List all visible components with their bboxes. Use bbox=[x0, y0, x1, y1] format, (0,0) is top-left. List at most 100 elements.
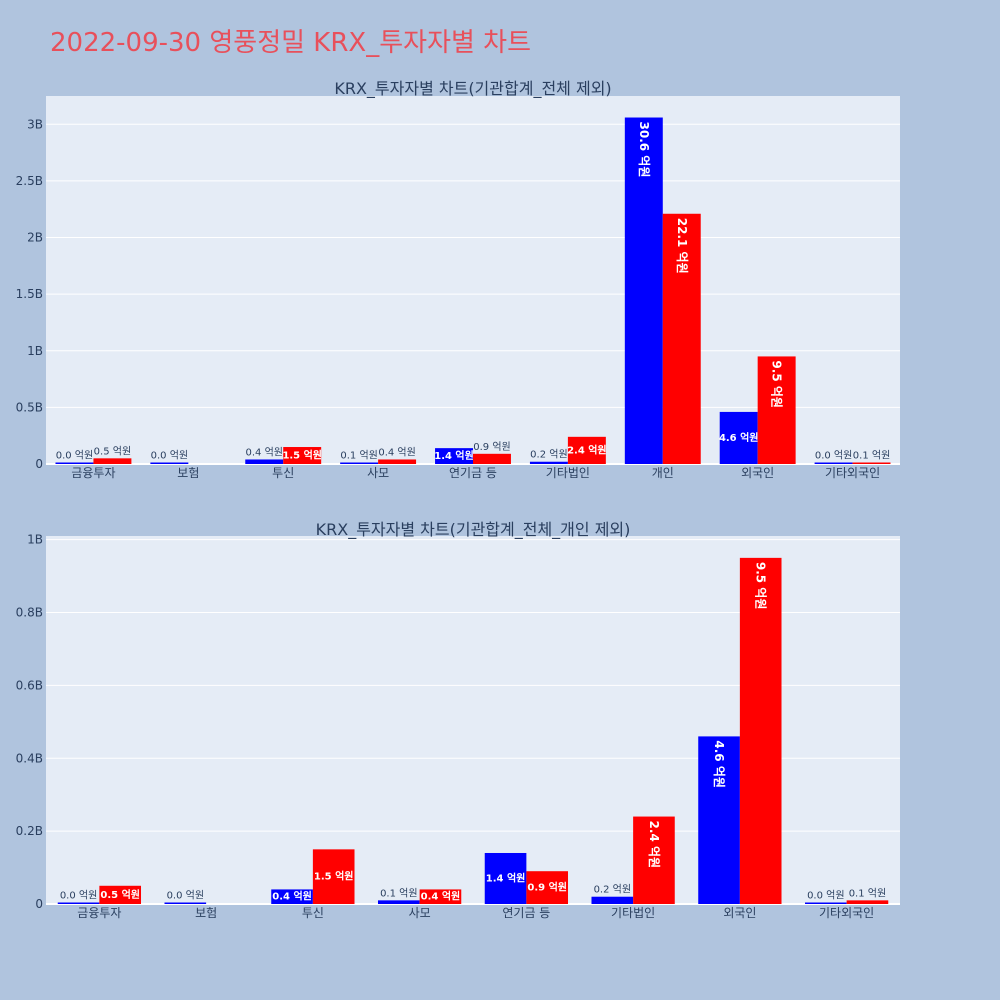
bar-a bbox=[150, 462, 189, 464]
bar-b bbox=[739, 557, 782, 904]
data-label: 1.4 억원 bbox=[486, 871, 526, 884]
data-label: 0.4 억원 bbox=[272, 890, 312, 903]
x-tick-label: 기타외국인 bbox=[819, 906, 874, 920]
y-tick-label: 1.5B bbox=[16, 287, 43, 301]
bar-a bbox=[377, 900, 420, 904]
x-tick-label: 연기금 등 bbox=[502, 906, 550, 920]
data-label: 1.4 억원 bbox=[434, 449, 473, 462]
bar-b bbox=[526, 871, 569, 904]
bar-b bbox=[283, 447, 322, 464]
bar-b bbox=[473, 453, 511, 464]
bar-b bbox=[662, 213, 701, 464]
data-label: 30.6 억원 bbox=[637, 122, 651, 178]
bar-a bbox=[271, 889, 313, 904]
data-label: 22.1 억원 bbox=[675, 218, 689, 274]
data-label: 0.0 억원 bbox=[167, 890, 204, 902]
data-label: 0.1 억원 bbox=[380, 887, 417, 899]
x-tick-label: 기타법인 bbox=[546, 466, 590, 480]
y-tick-label: 0.6B bbox=[16, 678, 43, 692]
data-label: 2.4 억원 bbox=[647, 821, 661, 869]
bar-a bbox=[804, 902, 847, 904]
bar-a bbox=[698, 736, 740, 904]
x-tick-label: 외국인 bbox=[723, 906, 756, 920]
bar-a bbox=[484, 852, 527, 904]
chart-title: KRX_투자자별 차트(기관합계_전체 제외) bbox=[334, 79, 611, 99]
bar-b bbox=[378, 459, 417, 464]
chart-title: KRX_투자자별 차트(기관합계_전체_개인 제외) bbox=[316, 520, 631, 540]
bar-a bbox=[624, 117, 663, 464]
bar-b bbox=[852, 462, 891, 464]
data-label: 0.0 억원 bbox=[807, 890, 844, 902]
data-label: 0.9 억원 bbox=[473, 441, 510, 453]
data-label: 0.2 억원 bbox=[530, 449, 567, 461]
x-tick-label: 보험 bbox=[195, 906, 217, 920]
y-tick-label: 0.8B bbox=[16, 606, 43, 620]
bar-a bbox=[245, 459, 284, 464]
bar-b bbox=[419, 889, 462, 904]
y-tick-label: 0.2B bbox=[16, 824, 43, 838]
bar-b bbox=[757, 356, 796, 464]
data-label: 0.2 억원 bbox=[594, 884, 631, 896]
data-label: 1.5 억원 bbox=[282, 449, 321, 462]
x-tick-label: 보험 bbox=[177, 466, 199, 480]
x-tick-label: 개인 bbox=[652, 466, 674, 480]
data-label: 0.4 억원 bbox=[421, 890, 461, 903]
bar-b bbox=[633, 816, 675, 904]
bar-a bbox=[55, 462, 94, 464]
bar-a bbox=[435, 448, 473, 464]
bar-b bbox=[567, 436, 606, 464]
y-tick-label: 0.5B bbox=[16, 400, 43, 414]
bar-a bbox=[57, 902, 100, 904]
data-label: 0.0 억원 bbox=[56, 450, 93, 462]
data-label: 0.1 억원 bbox=[853, 450, 890, 462]
data-label: 9.5 억원 bbox=[754, 562, 768, 610]
bar-a bbox=[164, 902, 207, 904]
bar-b bbox=[312, 849, 355, 904]
x-tick-label: 기타법인 bbox=[611, 906, 655, 920]
x-tick-label: 외국인 bbox=[741, 466, 774, 480]
page-title: 2022-09-30 영풍정밀 KRX_투자자별 차트 bbox=[50, 28, 532, 58]
bar-a bbox=[529, 461, 568, 464]
x-tick-label: 투신 bbox=[302, 906, 324, 920]
data-label: 0.0 억원 bbox=[815, 450, 852, 462]
data-label: 0.1 억원 bbox=[340, 450, 377, 462]
x-tick-label: 기타외국인 bbox=[825, 466, 880, 480]
y-tick-label: 1B bbox=[27, 533, 43, 547]
data-label: 2.4 억원 bbox=[567, 443, 606, 456]
x-tick-label: 금융투자 bbox=[77, 906, 121, 920]
y-tick-label: 0 bbox=[35, 897, 43, 911]
data-label: 4.6 억원 bbox=[712, 740, 726, 788]
y-tick-label: 2.5B bbox=[16, 174, 43, 188]
data-label: 0.0 억원 bbox=[151, 450, 188, 462]
bar-a bbox=[340, 462, 379, 464]
x-tick-label: 연기금 등 bbox=[449, 466, 497, 480]
data-label: 4.6 억원 bbox=[719, 431, 758, 444]
data-label: 1.5 억원 bbox=[314, 870, 354, 883]
data-label: 0.1 억원 bbox=[849, 887, 886, 899]
chart-2: KRX_투자자별 차트(기관합계_전체_개인 제외) 0 0.2B 0.4B 0.6B 0… bbox=[16, 520, 900, 920]
y-tick-label: 3B bbox=[27, 117, 43, 131]
x-tick-label: 사모 bbox=[367, 466, 389, 480]
x-tick-label: 사모 bbox=[409, 906, 431, 920]
data-label: 0.9 억원 bbox=[527, 881, 567, 894]
y-tick-label: 0.4B bbox=[16, 751, 43, 765]
data-label: 0.4 억원 bbox=[378, 446, 415, 458]
bar-a bbox=[719, 411, 758, 464]
bar-b bbox=[846, 900, 889, 904]
data-label: 0.5 억원 bbox=[94, 445, 131, 457]
bar-a bbox=[814, 462, 853, 464]
data-label: 0.5 억원 bbox=[100, 888, 140, 901]
x-tick-label: 금융투자 bbox=[71, 466, 115, 480]
chart-1: KRX_투자자별 차트(기관합계_전체 제외) 0 0.5B 1B 1.5B 2B 2.5B… bbox=[16, 79, 900, 480]
bar-b bbox=[93, 458, 132, 464]
data-label: 0.0 억원 bbox=[60, 890, 97, 902]
data-label: 0.4 억원 bbox=[246, 446, 283, 458]
bar-b bbox=[99, 885, 142, 904]
bar-a bbox=[591, 896, 634, 904]
data-label: 9.5 억원 bbox=[770, 360, 784, 408]
x-tick-label: 투신 bbox=[272, 466, 294, 480]
y-tick-label: 1B bbox=[27, 344, 43, 358]
y-tick-label: 2B bbox=[27, 231, 43, 245]
y-tick-label: 0 bbox=[35, 457, 43, 471]
